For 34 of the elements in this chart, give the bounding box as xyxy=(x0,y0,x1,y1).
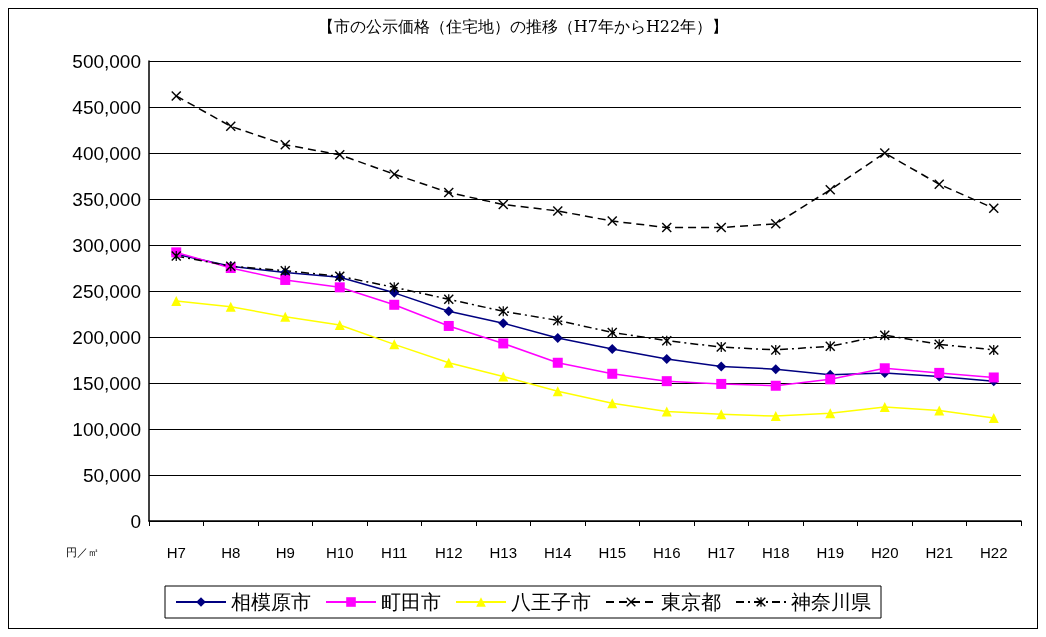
x-tick-label: H17 xyxy=(707,544,736,561)
legend-label: 相模原市 xyxy=(231,590,311,614)
legend-label: 東京都 xyxy=(661,590,721,614)
legend-label: 神奈川県 xyxy=(791,590,871,614)
chart-title: 【市の公示価格（住宅地）の推移（H7年からH22年）】 xyxy=(317,16,729,36)
x-tick-label: H15 xyxy=(598,544,627,561)
x-tick-label: H7 xyxy=(166,544,186,561)
x-tick-label: H10 xyxy=(325,544,354,561)
x-tick-label: H11 xyxy=(381,544,408,561)
y-tick-label: 400,000 xyxy=(72,142,141,164)
y-axis-title: 円／㎡ xyxy=(66,546,99,559)
y-tick-label: 350,000 xyxy=(72,188,141,210)
x-tick-label: H19 xyxy=(816,544,845,561)
x-tick-label: H14 xyxy=(543,544,572,561)
x-tick-label: H16 xyxy=(652,544,681,561)
x-tick-label: H21 xyxy=(925,544,954,561)
y-tick-label: 300,000 xyxy=(72,234,141,256)
x-tick-label: H12 xyxy=(434,544,463,561)
y-tick-label: 0 xyxy=(130,510,141,532)
y-tick-label: 450,000 xyxy=(72,96,141,118)
x-tick-label: H22 xyxy=(979,544,1008,561)
x-tick-label: H20 xyxy=(870,544,899,561)
y-tick-label: 100,000 xyxy=(72,418,141,440)
y-tick-label: 250,000 xyxy=(72,280,141,302)
legend-label: 八王子市 xyxy=(511,590,591,614)
x-tick-label: H18 xyxy=(761,544,790,561)
y-tick-label: 200,000 xyxy=(72,326,141,348)
y-tick-label: 150,000 xyxy=(72,372,141,394)
legend-label: 町田市 xyxy=(381,590,441,614)
x-tick-label: H8 xyxy=(221,544,241,561)
y-tick-label: 500,000 xyxy=(72,50,141,72)
x-tick-label: H13 xyxy=(489,544,518,561)
y-tick-label: 50,000 xyxy=(82,464,141,486)
x-tick-label: H9 xyxy=(275,544,295,561)
